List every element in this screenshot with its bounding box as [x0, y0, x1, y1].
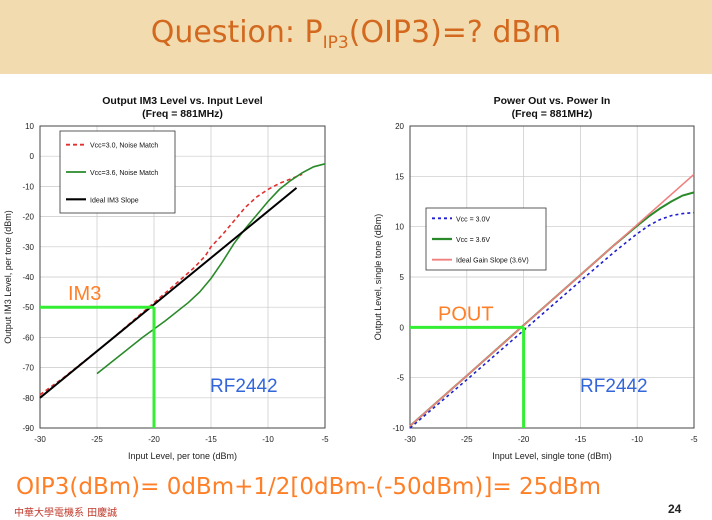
signal-label: IM3 — [68, 283, 101, 305]
y-axis-label: Output IM3 Level, per tone (dBm) — [3, 210, 13, 344]
y-tick-label: 10 — [25, 122, 34, 131]
legend-entry: Ideal IM3 Slope — [90, 197, 139, 204]
y-tick-label: 0 — [30, 152, 35, 161]
y-axis-label: Output Level, single tone (dBm) — [373, 214, 383, 341]
x-tick-label: -30 — [34, 435, 46, 444]
legend-entry: Ideal Gain Slope (3.6V) — [456, 258, 529, 265]
device-label: RF2442 — [210, 376, 278, 397]
x-tick-label: -5 — [690, 435, 698, 444]
y-tick-label: -30 — [22, 243, 34, 252]
y-tick-label: -80 — [22, 394, 34, 403]
x-tick-label: -15 — [205, 435, 217, 444]
y-tick-label: -10 — [22, 182, 34, 191]
slide-title: Question: PIP3(OIP3)=? dBm — [0, 15, 712, 53]
series-line-3 — [409, 173, 695, 427]
plot-frame — [409, 125, 695, 429]
page-number: 24 — [668, 502, 682, 516]
y-tick-label: 10 — [395, 223, 404, 232]
legend-entry: Vcc = 3.0V — [456, 216, 490, 223]
y-tick-label: -5 — [397, 374, 405, 383]
x-tick-label: -20 — [518, 435, 530, 444]
y-tick-label: -50 — [22, 303, 34, 312]
oip3-formula: OIP3(dBm)= 0dBm+1/2[0dBm-(-50dBm)]= 25dB… — [16, 474, 601, 500]
series-line-3 — [39, 187, 298, 399]
title-suffix: (OIP3)=? dBm — [348, 15, 562, 50]
signal-label: POUT — [438, 303, 494, 325]
chart-1: Output IM3 Level vs. Input Level(Freq = … — [3, 95, 329, 461]
chart-title: Output IM3 Level vs. Input Level — [102, 95, 263, 107]
x-tick-label: -30 — [404, 435, 416, 444]
plot-frame — [39, 125, 326, 429]
x-tick-label: -5 — [321, 435, 329, 444]
y-tick-label: -60 — [22, 333, 34, 342]
y-tick-label: -90 — [22, 424, 34, 433]
title-prefix: Question: P — [150, 15, 323, 50]
y-tick-label: -70 — [22, 364, 34, 373]
x-tick-label: -20 — [148, 435, 160, 444]
chart-subtitle: (Freq = 881MHz) — [512, 108, 593, 120]
y-tick-label: 20 — [395, 122, 404, 131]
y-tick-label: -40 — [22, 273, 34, 282]
y-tick-label: 15 — [395, 172, 404, 181]
chart-subtitle: (Freq = 881MHz) — [142, 108, 223, 120]
chart-title: Power Out vs. Power In — [494, 95, 611, 107]
series-line-1 — [39, 173, 303, 396]
y-tick-label: 5 — [400, 273, 405, 282]
legend-entry: Vcc=3.6, Noise Match — [90, 170, 158, 177]
title-bar: Question: PIP3(OIP3)=? dBm — [0, 0, 712, 74]
y-tick-label: 0 — [400, 323, 405, 332]
title-subscript: IP3 — [322, 33, 349, 53]
y-tick-label: -10 — [392, 424, 404, 433]
footer-text: 中華大學電機系 田慶誠 — [14, 508, 118, 519]
x-tick-label: -15 — [575, 435, 587, 444]
x-tick-label: -10 — [262, 435, 274, 444]
legend-entry: Vcc=3.0, Noise Match — [90, 143, 158, 150]
chart-2: Power Out vs. Power In(Freq = 881MHz) 20 1… — [373, 95, 698, 461]
legend: Vcc = 3.0V Vcc = 3.6V Ideal Gain Slope (3.… — [425, 207, 547, 271]
legend: Vcc=3.0, Noise Match Vcc=3.6, Noise Match… — [59, 130, 176, 214]
x-tick-label: -10 — [631, 435, 643, 444]
legend-entry: Vcc = 3.6V — [456, 237, 490, 244]
x-tick-label: -25 — [461, 435, 473, 444]
x-axis-label: Input Level, single tone (dBm) — [492, 451, 612, 461]
device-label: RF2442 — [580, 376, 648, 397]
x-axis-label: Input Level, per tone (dBm) — [128, 451, 237, 461]
series-line-2 — [96, 163, 326, 375]
x-tick-label: -25 — [91, 435, 103, 444]
y-tick-label: -20 — [22, 213, 34, 222]
